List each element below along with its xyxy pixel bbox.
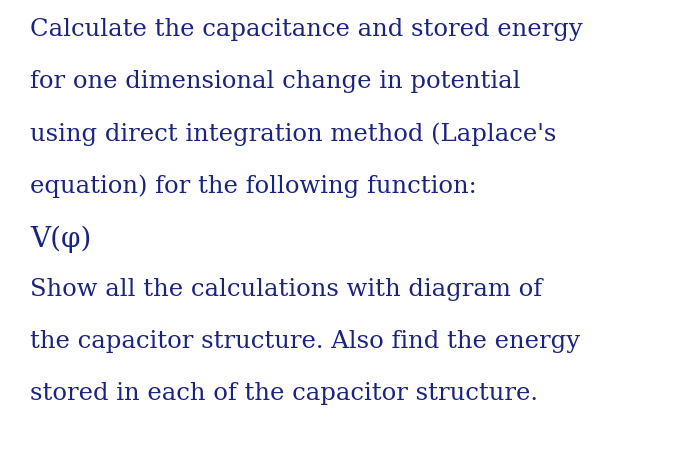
Text: Calculate the capacitance and stored energy: Calculate the capacitance and stored ene… (30, 18, 583, 41)
Text: equation) for the following function:: equation) for the following function: (30, 174, 477, 198)
Text: using direct integration method (Laplace's: using direct integration method (Laplace… (30, 122, 557, 146)
Text: the capacitor structure. Also find the energy: the capacitor structure. Also find the e… (30, 330, 580, 353)
Text: Show all the calculations with diagram of: Show all the calculations with diagram o… (30, 278, 542, 301)
Text: for one dimensional change in potential: for one dimensional change in potential (30, 70, 520, 93)
Text: stored in each of the capacitor structure.: stored in each of the capacitor structur… (30, 382, 538, 405)
Text: V(φ): V(φ) (30, 226, 92, 253)
